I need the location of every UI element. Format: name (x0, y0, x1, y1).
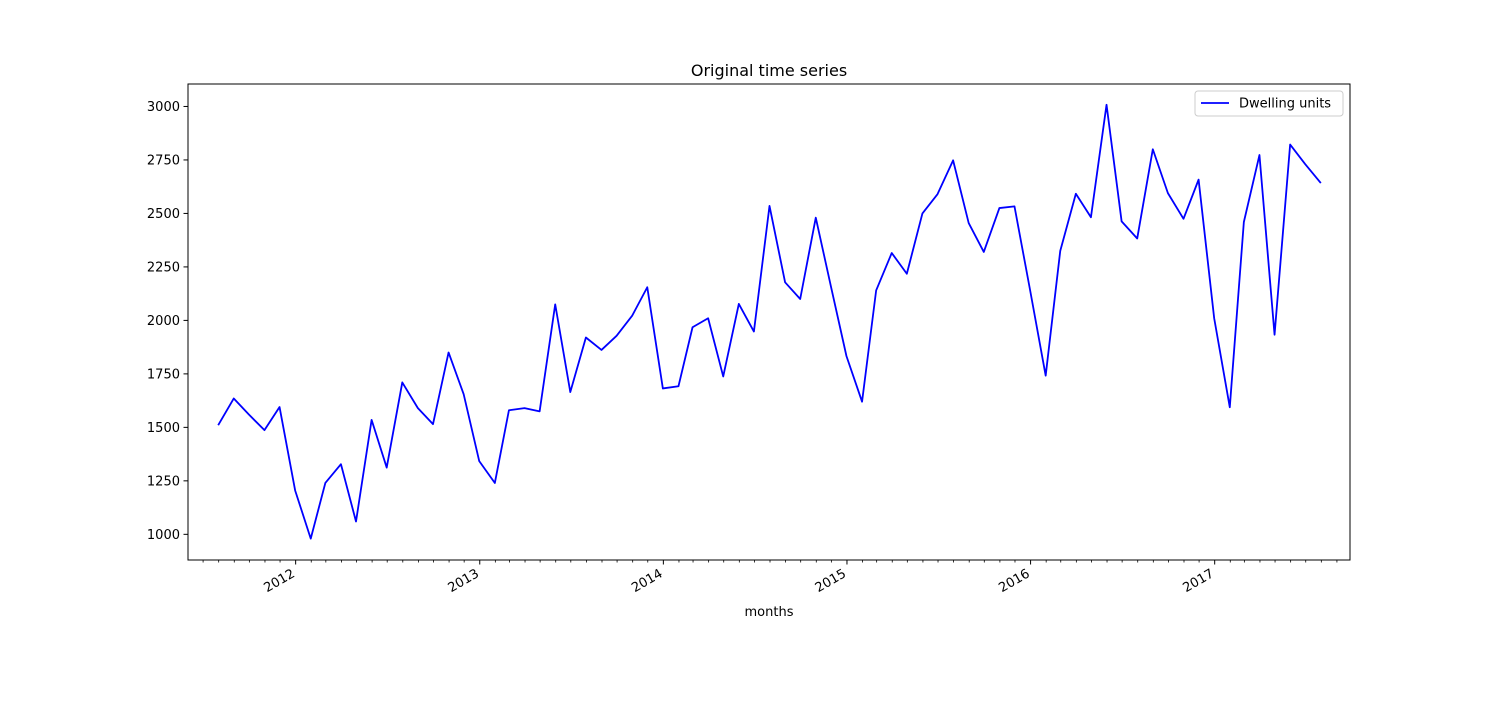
plot-layer: 1000 1250 1500 1750 2000 2250 2500 2750 3000 2012… (147, 83, 1351, 596)
axes-frame (187, 83, 1351, 561)
legend-box (1194, 90, 1344, 117)
y-tick-label: 2750 (147, 153, 180, 168)
chart-title: Original time series (691, 61, 847, 80)
legend-label: Dwelling units (1239, 97, 1331, 112)
y-tick-label: 1000 (147, 528, 180, 543)
y-tick-label: 2250 (147, 260, 180, 275)
x-tick-label: 2013 (446, 566, 482, 596)
y-tick-label: 1250 (147, 474, 180, 489)
x-tick-label: 2017 (1181, 566, 1217, 596)
y-tick-label: 3000 (147, 100, 180, 115)
x-tick-label: 2016 (996, 566, 1032, 596)
y-tick-label: 2500 (147, 207, 180, 222)
series-line-dwelling-units (217, 103, 1322, 540)
legend: Dwelling units (1194, 90, 1344, 117)
x-tick-label: 2014 (629, 566, 665, 596)
y-tick-label: 1750 (147, 367, 180, 382)
x-axis-label: months (745, 605, 794, 620)
y-tick-label: 2000 (147, 314, 180, 329)
x-tick-label: 2012 (261, 566, 297, 596)
x-tick-label: 2015 (813, 566, 849, 596)
y-tick-label: 1500 (147, 421, 180, 436)
